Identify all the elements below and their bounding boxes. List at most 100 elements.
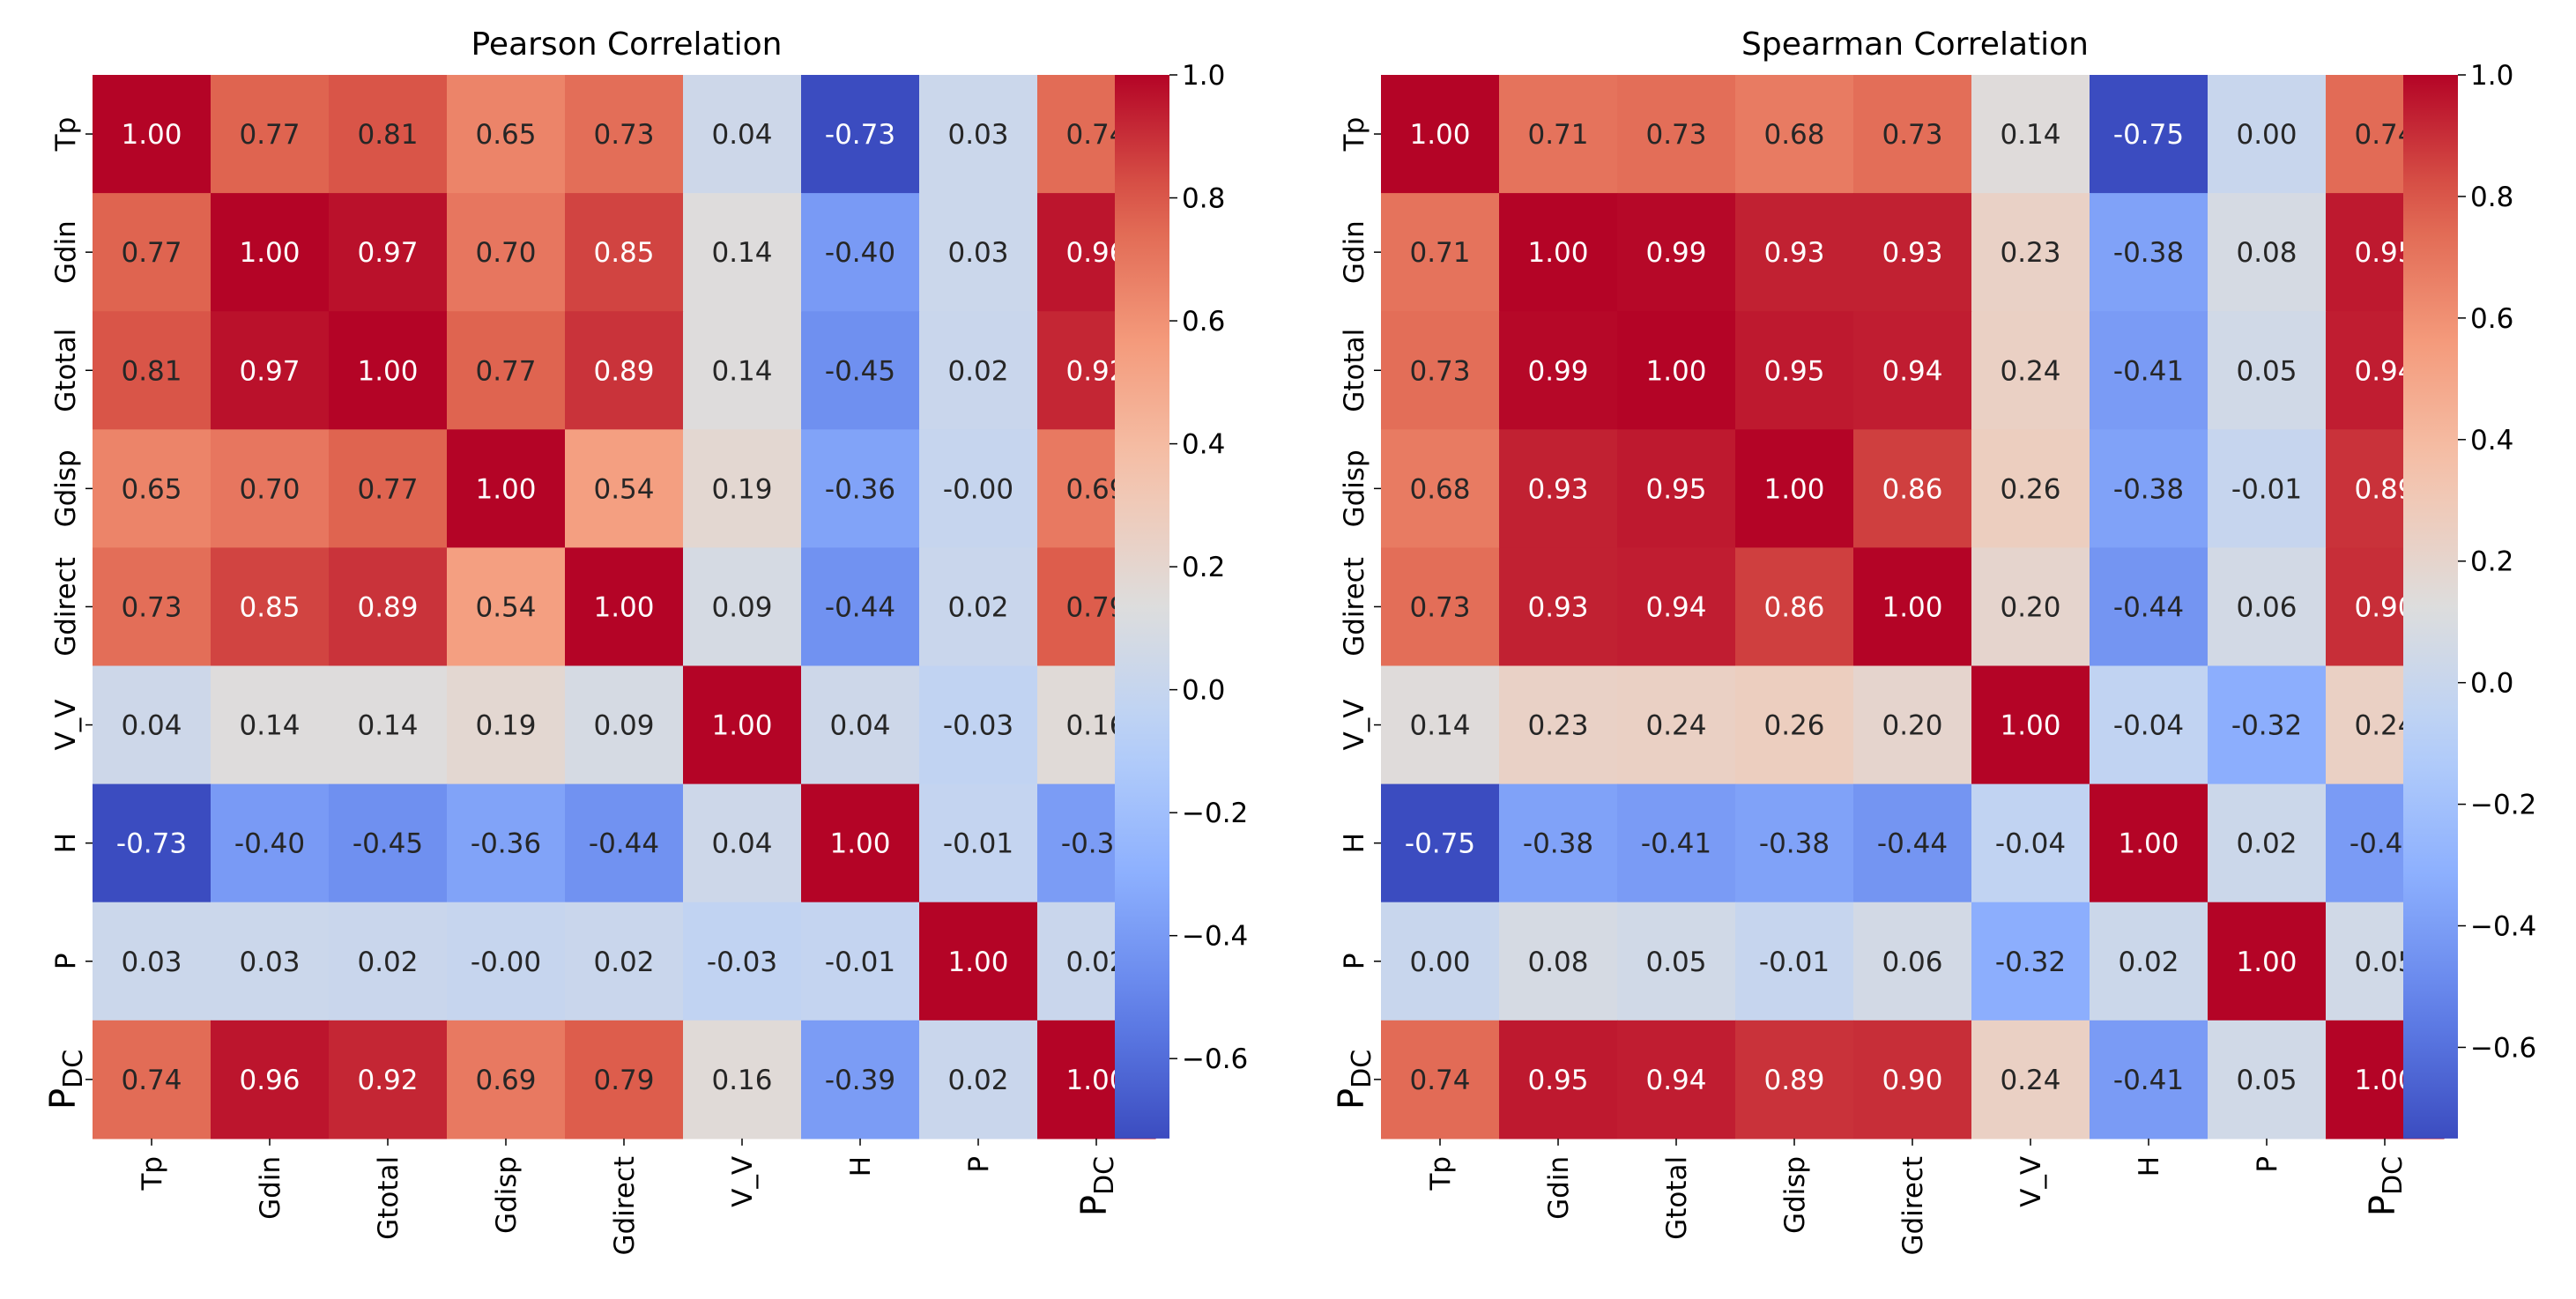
heatmap-cell [1735, 75, 1854, 194]
x-tick-label: PDC [2363, 1156, 2409, 1216]
cell-value-label: 0.03 [947, 237, 1008, 269]
cell-value-label: -0.36 [471, 828, 541, 860]
cell-value-label: 0.89 [593, 355, 654, 387]
x-tick-label: Gdisp [1779, 1156, 1811, 1234]
heatmap-cell [683, 75, 802, 194]
y-tick-label: Gdisp [1339, 449, 1370, 527]
heatmap-cell [1381, 429, 1500, 548]
heatmap-cell [1617, 75, 1736, 194]
heatmap-cell [801, 75, 920, 194]
colorbar-tick-label: 0.8 [1182, 183, 1225, 215]
cell-value-label: 0.08 [2236, 237, 2297, 269]
cell-value-label: 0.79 [593, 1065, 654, 1096]
y-tick-label: H [1339, 833, 1370, 853]
cell-value-label: 0.26 [2000, 473, 2060, 505]
cell-value-label: 0.19 [711, 473, 772, 505]
cell-value-label: 0.93 [1882, 237, 1942, 269]
cell-value-label: 0.54 [475, 591, 536, 623]
cell-value-label: 0.05 [2236, 355, 2297, 387]
heatmap-cell [2208, 547, 2327, 667]
heatmap-cell [1499, 783, 1618, 903]
heatmap-cell [93, 1020, 212, 1139]
cell-value-label: 0.02 [357, 946, 418, 978]
heatmap-cell [1617, 311, 1736, 430]
cell-value-label: -0.03 [943, 710, 1013, 742]
heatmap-cell [565, 665, 684, 785]
colorbar-tick-label: −0.6 [1182, 1043, 1248, 1075]
heatmap-cell [1381, 902, 1500, 1021]
heatmap-cell [447, 311, 566, 430]
cell-value-label: 0.68 [1763, 119, 1824, 151]
heatmap-cell [683, 311, 802, 430]
colorbar-tick-label: 0.2 [1182, 552, 1225, 583]
cell-value-label: 0.73 [1882, 119, 1942, 151]
heatmap-cell [801, 429, 920, 548]
cell-value-label: 0.04 [711, 119, 772, 151]
cell-value-label: -0.73 [825, 119, 895, 151]
chart-title: Spearman Correlation [1741, 26, 2089, 63]
cell-value-label: 1.00 [593, 591, 654, 623]
heatmap-cell [801, 311, 920, 430]
y-tick-label: P [50, 953, 82, 969]
cell-value-label: 0.23 [2000, 237, 2060, 269]
heatmap-cell [2208, 429, 2327, 548]
heatmap-cell [329, 902, 448, 1021]
cell-value-label: -0.01 [825, 946, 895, 978]
cell-value-label: 0.20 [2000, 591, 2060, 623]
heatmap-cell [801, 547, 920, 667]
y-tick-label: Tp [1339, 117, 1370, 152]
cell-value-label: 0.89 [1763, 1065, 1824, 1096]
cell-value-label: 0.95 [1527, 1065, 1588, 1096]
heatmap-cell [565, 75, 684, 194]
cell-value-label: 0.93 [1527, 473, 1588, 505]
cell-value-label: 1.00 [2236, 946, 2297, 978]
heatmap-cell [1735, 665, 1854, 785]
heatmap-cell [2090, 193, 2209, 312]
heatmap-cell [447, 547, 566, 667]
y-tick-label: Gdirect [50, 557, 82, 657]
cell-value-label: -0.04 [2113, 710, 2184, 742]
heatmap-cell [1735, 311, 1854, 430]
heatmap-cell [1499, 547, 1618, 667]
x-tick-label: Gdin [255, 1156, 286, 1220]
cell-value-label: -0.38 [1523, 828, 1593, 860]
heatmap-cell [565, 783, 684, 903]
cell-value-label: 0.02 [947, 1065, 1008, 1096]
cell-value-label: 0.70 [239, 473, 300, 505]
heatmap-cell [1499, 1020, 1618, 1139]
x-tick-label: P [963, 1156, 995, 1173]
heatmap-cell [1971, 547, 2090, 667]
heatmap-cell [565, 193, 684, 312]
heatmap-cell [1381, 311, 1500, 430]
cell-value-label: 0.86 [1882, 473, 1942, 505]
cell-value-label: -0.38 [2113, 473, 2184, 505]
x-tick-label: P [2252, 1156, 2283, 1173]
cell-value-label: 1.00 [475, 473, 536, 505]
cell-value-label: 0.93 [1763, 237, 1824, 269]
heatmap-cell [1499, 311, 1618, 430]
heatmap-cell [1971, 311, 2090, 430]
heatmap-cell [211, 429, 330, 548]
cell-value-label: 1.00 [2118, 828, 2179, 860]
cell-value-label: -0.04 [1995, 828, 2066, 860]
heatmap-cell [2208, 311, 2327, 430]
y-tick-label: P [1339, 953, 1370, 969]
heatmap-cell [683, 902, 802, 1021]
heatmap-cell [2090, 665, 2209, 785]
heatmap-cell [2090, 311, 2209, 430]
colorbar-tick-label: 0.4 [1182, 429, 1225, 461]
heatmap-cell [329, 547, 448, 667]
heatmap-cell [2090, 902, 2209, 1021]
x-tick-label: V_V [2016, 1156, 2047, 1207]
cell-value-label: 0.04 [711, 828, 772, 860]
x-tick-label: H [845, 1156, 877, 1177]
y-tick-label: Gdin [50, 220, 82, 284]
cell-value-label: -0.32 [1995, 946, 2066, 978]
cell-value-label: 1.00 [121, 119, 182, 151]
cell-value-label: 0.03 [121, 946, 182, 978]
cell-value-label: 0.05 [2236, 1065, 2297, 1096]
cell-value-label: 0.81 [121, 355, 182, 387]
cell-value-label: 0.95 [1645, 473, 1706, 505]
heatmap-cell [1853, 1020, 1972, 1139]
cell-value-label: -0.41 [2113, 1065, 2184, 1096]
